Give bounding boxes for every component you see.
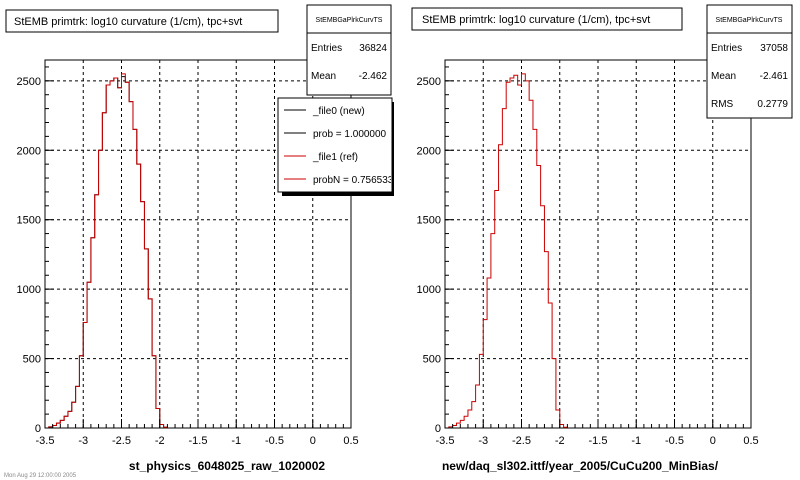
left-x-tick-label: -3.5	[36, 435, 55, 447]
right-x-tick-label: -0.5	[665, 435, 684, 447]
left-series-group	[48, 73, 168, 428]
right-histogram-series-0	[448, 73, 568, 428]
left-x-tick-label: 0	[310, 435, 316, 447]
right-y-tick-label: 2500	[417, 76, 441, 88]
left-stats-mean-value: -2.462	[359, 71, 388, 82]
left-x-tick-label: -3	[78, 435, 88, 447]
right-series-group	[448, 73, 568, 428]
left-y-tick-label: 2000	[17, 145, 41, 157]
left-y-tick-label: 2500	[17, 76, 41, 88]
right-x-tick-label: -2	[555, 435, 565, 447]
right-y-tick-label: 0	[435, 423, 441, 435]
right-x-tick-label: -2.5	[512, 435, 531, 447]
right-y-tick-label: 2000	[417, 145, 441, 157]
left-x-tick-label: -2	[155, 435, 165, 447]
left-histogram-pad: StEMB primtrk: log10 curvature (1/cm), t…	[5, 4, 394, 473]
right-axes: -3.5 -3 -2.5 -2 -1.5 -1 -0.5 0 0.5 0 500 1000 1500 20…	[417, 66, 759, 447]
left-grid	[45, 60, 351, 428]
right-grid	[445, 60, 751, 428]
left-histogram-series-1	[48, 73, 168, 428]
right-histogram-pad: StEMB primtrk: log10 curvature (1/cm), t…	[411, 4, 793, 473]
right-x-tick-label: -3	[478, 435, 488, 447]
right-x-axis-label: new/daq_sl302.ittf/year_2005/CuCu200_Min…	[442, 459, 719, 473]
right-stats-mean-value: -2.461	[760, 71, 789, 82]
legend-entry-prob: prob = 1.000000	[313, 129, 387, 140]
left-x-tick-label: 0.5	[343, 435, 358, 447]
right-plot-area: -3.5 -3 -2.5 -2 -1.5 -1 -0.5 0 0.5 0 500 1000 1500 20…	[417, 59, 759, 447]
right-title-box	[411, 7, 683, 31]
right-stats-rms-value: 0.2779	[757, 99, 788, 110]
left-legend: _file0 (new) prob = 1.000000 _file1 (ref…	[277, 97, 394, 196]
legend-entry-file1: _file1 (ref)	[312, 152, 358, 163]
right-y-tick-label: 1500	[417, 215, 441, 227]
left-x-tick-label: -2.5	[112, 435, 131, 447]
right-x-tick-label: -1.5	[589, 435, 608, 447]
left-stats-box: StEMBGaPlrkCurvTS Entries 36824 Mean -2.…	[306, 4, 392, 96]
left-axes: -3.5 -3 -2.5 -2 -1.5 -1 -0.5 0 0.5 0 500 1000 1500 20…	[17, 66, 359, 447]
left-stats-mean-label: Mean	[311, 71, 336, 82]
right-x-tick-label: 0.5	[743, 435, 758, 447]
right-stats-entries-value: 37058	[760, 43, 788, 54]
left-title-box	[5, 9, 279, 33]
right-stats-name: StEMBGaPlrkCurvTS	[716, 17, 783, 24]
footer-timestamp: Mon Aug 29 12:00:00 2005	[4, 473, 77, 479]
right-x-tick-label: -1	[631, 435, 641, 447]
left-x-tick-label: -1	[231, 435, 241, 447]
right-stats-mean-label: Mean	[711, 71, 736, 82]
left-y-tick-label: 500	[23, 354, 41, 366]
left-y-tick-label: 1500	[17, 215, 41, 227]
left-chart-title: StEMB primtrk: log10 curvature (1/cm), t…	[14, 16, 242, 28]
right-y-tick-label: 500	[423, 354, 441, 366]
left-stats-entries-value: 36824	[359, 43, 387, 54]
left-stats-name: StEMBGaPlrkCurvTS	[316, 17, 383, 24]
right-x-tick-label: 0	[710, 435, 716, 447]
left-x-tick-label: -0.5	[265, 435, 284, 447]
legend-entry-probn: probN = 0.756533	[313, 175, 394, 186]
right-stats-box: StEMBGaPlrkCurvTS Entries 37058 Mean -2.…	[706, 4, 793, 119]
right-stats-rms-label: RMS	[711, 99, 734, 110]
right-y-tick-label: 1000	[417, 284, 441, 296]
legend-entry-file0: _file0 (new)	[312, 106, 365, 117]
left-y-tick-label: 1000	[17, 284, 41, 296]
left-x-tick-label: -1.5	[189, 435, 208, 447]
left-x-axis-label: st_physics_6048025_raw_1020002	[129, 459, 325, 473]
left-y-tick-label: 0	[35, 423, 41, 435]
right-x-tick-label: -3.5	[436, 435, 455, 447]
right-stats-entries-label: Entries	[711, 43, 742, 54]
left-stats-entries-label: Entries	[311, 43, 342, 54]
right-chart-title: StEMB primtrk: log10 curvature (1/cm), t…	[422, 14, 650, 26]
